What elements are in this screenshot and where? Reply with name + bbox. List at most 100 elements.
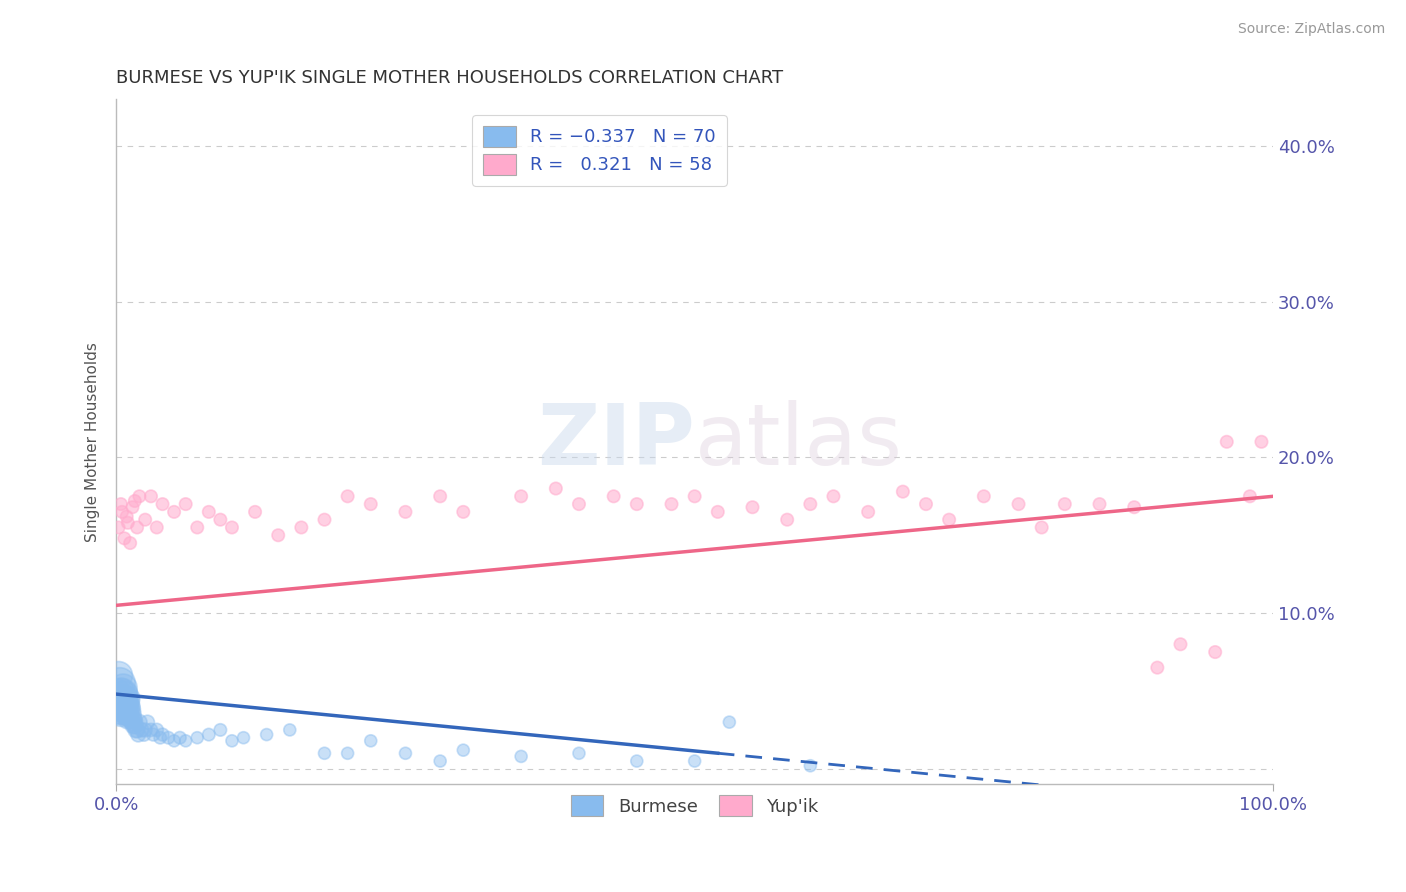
Text: BURMESE VS YUP'IK SINGLE MOTHER HOUSEHOLDS CORRELATION CHART: BURMESE VS YUP'IK SINGLE MOTHER HOUSEHOL…: [117, 69, 783, 87]
Point: [1216, 434, 1239, 449]
Point: [149, 731, 172, 745]
Point: [163, 505, 186, 519]
Point: [360, 734, 382, 748]
Point: [112, 681, 135, 695]
Point: [132, 728, 155, 742]
Point: [127, 723, 149, 737]
Point: [110, 707, 132, 722]
Point: [124, 718, 146, 732]
Point: [112, 687, 135, 701]
Point: [198, 505, 221, 519]
Point: [152, 497, 174, 511]
Point: [1204, 645, 1226, 659]
Point: [107, 668, 129, 682]
Point: [111, 505, 134, 519]
Point: [683, 489, 706, 503]
Point: [394, 746, 416, 760]
Point: [112, 532, 135, 546]
Point: [108, 676, 131, 690]
Point: [256, 728, 278, 742]
Point: [1250, 434, 1272, 449]
Point: [120, 712, 142, 726]
Point: [136, 715, 159, 730]
Point: [110, 497, 132, 511]
Point: [510, 489, 533, 503]
Point: [198, 728, 221, 742]
Point: [128, 715, 150, 730]
Point: [661, 497, 683, 511]
Point: [125, 723, 148, 737]
Point: [122, 715, 145, 730]
Point: [718, 715, 741, 730]
Point: [112, 697, 135, 711]
Point: [568, 497, 591, 511]
Point: [122, 718, 145, 732]
Point: [110, 699, 132, 714]
Point: [152, 728, 174, 742]
Point: [112, 706, 135, 720]
Point: [568, 746, 591, 760]
Point: [120, 536, 142, 550]
Point: [117, 712, 139, 726]
Point: [429, 489, 451, 503]
Point: [1170, 637, 1192, 651]
Point: [221, 520, 243, 534]
Point: [973, 489, 995, 503]
Point: [127, 520, 149, 534]
Legend: Burmese, Yup'ik: Burmese, Yup'ik: [564, 788, 825, 823]
Point: [891, 484, 914, 499]
Text: Source: ZipAtlas.com: Source: ZipAtlas.com: [1237, 22, 1385, 37]
Point: [111, 703, 134, 717]
Point: [120, 707, 142, 722]
Point: [209, 513, 232, 527]
Point: [117, 516, 139, 530]
Point: [121, 712, 143, 726]
Point: [290, 520, 312, 534]
Point: [111, 687, 134, 701]
Point: [336, 746, 359, 760]
Point: [243, 505, 266, 519]
Point: [145, 520, 167, 534]
Point: [683, 754, 706, 768]
Point: [221, 734, 243, 748]
Point: [117, 691, 139, 706]
Point: [360, 497, 382, 511]
Point: [232, 731, 254, 745]
Text: ZIP: ZIP: [537, 401, 695, 483]
Point: [453, 505, 475, 519]
Point: [145, 723, 167, 737]
Point: [115, 697, 138, 711]
Point: [1123, 500, 1146, 515]
Point: [799, 758, 821, 772]
Point: [626, 754, 648, 768]
Point: [115, 509, 138, 524]
Point: [741, 500, 763, 515]
Point: [124, 494, 146, 508]
Point: [336, 489, 359, 503]
Point: [429, 754, 451, 768]
Point: [823, 489, 845, 503]
Point: [139, 489, 162, 503]
Point: [314, 746, 336, 760]
Point: [776, 513, 799, 527]
Point: [1239, 489, 1261, 503]
Point: [707, 505, 730, 519]
Point: [915, 497, 938, 511]
Point: [1031, 520, 1053, 534]
Point: [1088, 497, 1111, 511]
Point: [128, 489, 150, 503]
Point: [107, 520, 129, 534]
Point: [267, 528, 290, 542]
Point: [117, 703, 139, 717]
Point: [314, 513, 336, 527]
Point: [799, 497, 821, 511]
Point: [1007, 497, 1029, 511]
Point: [134, 513, 156, 527]
Y-axis label: Single Mother Households: Single Mother Households: [86, 342, 100, 541]
Point: [544, 482, 567, 496]
Point: [108, 697, 131, 711]
Point: [114, 691, 136, 706]
Point: [163, 734, 186, 748]
Point: [209, 723, 232, 737]
Text: atlas: atlas: [695, 401, 903, 483]
